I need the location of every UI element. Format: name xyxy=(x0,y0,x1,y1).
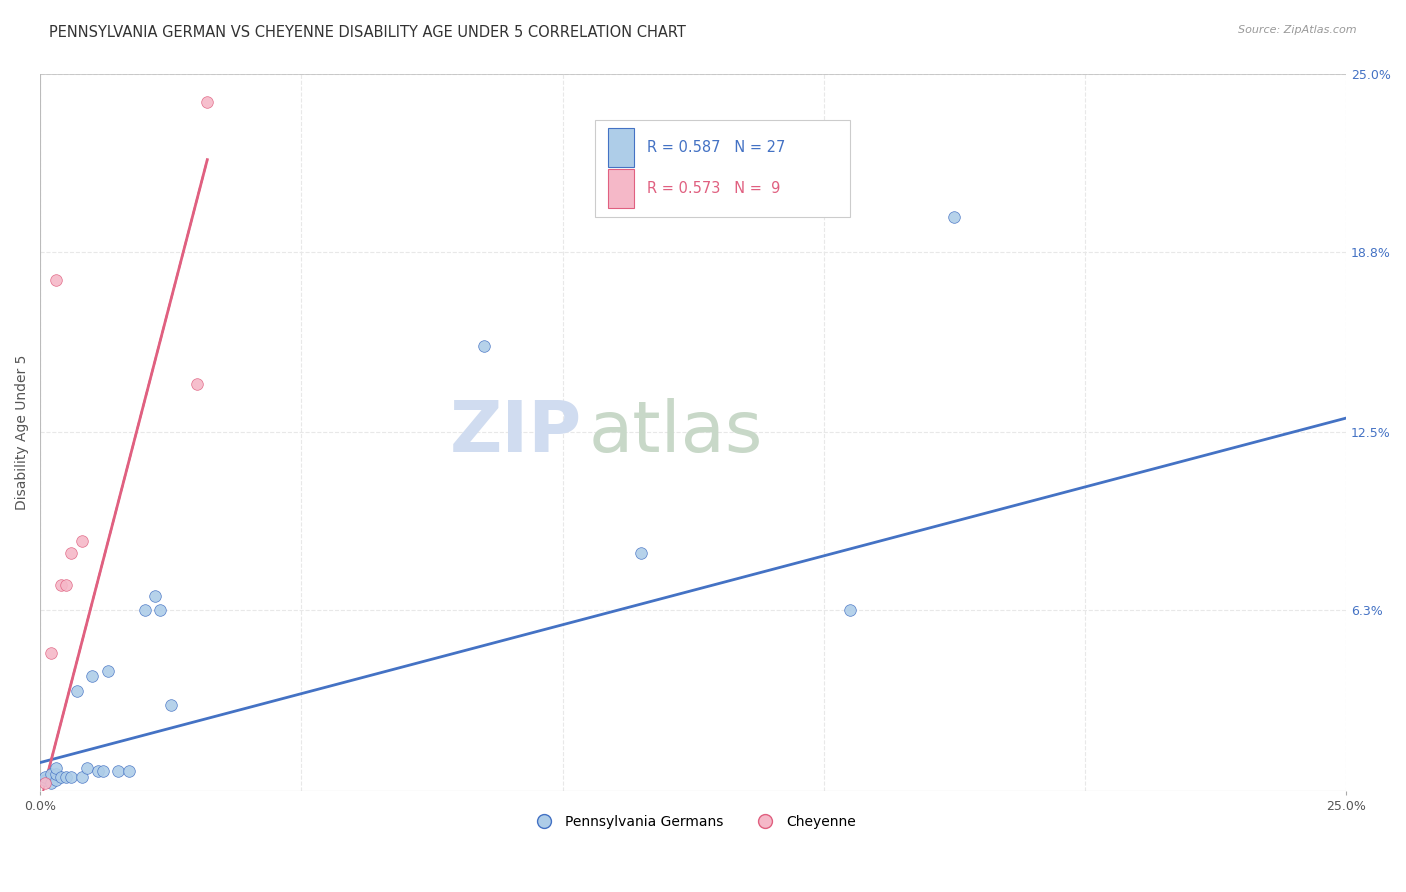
Point xyxy=(39,647,62,661)
Text: R = 0.587   N = 27: R = 0.587 N = 27 xyxy=(648,140,786,155)
Point xyxy=(49,577,72,591)
Point xyxy=(82,669,104,683)
Point xyxy=(70,770,93,784)
Point xyxy=(159,698,181,713)
Legend: Pennsylvania Germans, Cheyenne: Pennsylvania Germans, Cheyenne xyxy=(524,809,862,835)
Text: atlas: atlas xyxy=(589,398,763,467)
Point xyxy=(86,764,108,779)
Point xyxy=(149,603,172,617)
Text: ZIP: ZIP xyxy=(450,398,582,467)
Text: Source: ZipAtlas.com: Source: ZipAtlas.com xyxy=(1239,25,1357,35)
Y-axis label: Disability Age Under 5: Disability Age Under 5 xyxy=(15,355,30,510)
Text: R = 0.573   N =  9: R = 0.573 N = 9 xyxy=(648,181,780,196)
FancyBboxPatch shape xyxy=(609,169,634,208)
Point xyxy=(34,770,56,784)
Point xyxy=(118,764,141,779)
Point xyxy=(97,664,120,678)
Point xyxy=(45,761,67,775)
Point xyxy=(107,764,129,779)
Point xyxy=(66,683,89,698)
Point xyxy=(186,376,208,391)
FancyBboxPatch shape xyxy=(609,128,634,167)
Point xyxy=(943,210,966,224)
Point xyxy=(630,546,652,560)
Point xyxy=(91,764,114,779)
FancyBboxPatch shape xyxy=(595,120,849,217)
Point xyxy=(70,534,93,549)
Point xyxy=(34,772,56,787)
Point xyxy=(39,767,62,781)
Point xyxy=(143,589,166,603)
Point xyxy=(45,767,67,781)
Point xyxy=(55,577,77,591)
Point xyxy=(472,339,495,353)
Point xyxy=(60,546,83,560)
Point xyxy=(45,772,67,787)
Point xyxy=(195,95,218,110)
Point xyxy=(60,770,83,784)
Point xyxy=(45,273,67,287)
Text: PENNSYLVANIA GERMAN VS CHEYENNE DISABILITY AGE UNDER 5 CORRELATION CHART: PENNSYLVANIA GERMAN VS CHEYENNE DISABILI… xyxy=(49,25,686,40)
Point xyxy=(34,775,56,789)
Point xyxy=(55,770,77,784)
Point xyxy=(76,761,98,775)
Point xyxy=(49,770,72,784)
Point xyxy=(134,603,156,617)
Point xyxy=(838,603,860,617)
Point xyxy=(39,775,62,789)
